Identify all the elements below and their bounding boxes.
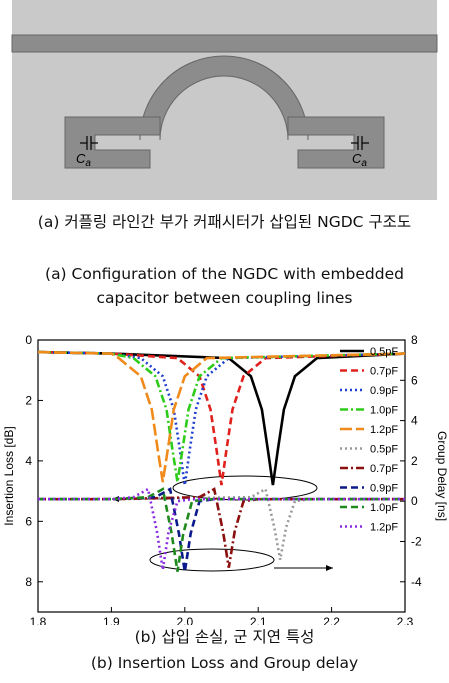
subscript: a [361,158,367,169]
series-line [38,487,405,560]
legend-label: 0.5pF [370,444,398,456]
symbol: C [76,151,86,166]
x-tick-label: 2.3 [397,615,414,625]
x-tick-label: 1.8 [30,615,47,625]
y-tick-label: 6 [25,514,32,528]
y2-tick-label: 8 [411,333,418,347]
y2-tick-label: 0 [411,494,418,508]
series-line [37,350,406,483]
caption-b-en: (b) Insertion Loss and Group delay [90,654,359,672]
left-coupler [64,116,161,169]
legend-label: 0.9pF [370,483,398,495]
structure-diagram: Ca Ca [11,0,438,200]
caption-a-en: (a) Configuration of the NGDC with embed… [45,265,404,307]
y-tick-label: 4 [25,454,32,468]
legend-label: 1.2pF [370,522,398,534]
capacitor-right [351,136,369,150]
plot-frame [37,339,406,613]
y2-tick-label: 2 [411,454,418,468]
symbol: C [352,151,362,166]
legend-label: 0.9pF [370,385,398,397]
y2-tick-label: -2 [411,534,422,548]
right-coupler [287,116,385,169]
arrow-head [326,565,333,571]
series-line [37,350,406,483]
caption-b-ko: (b) 삽입 손실, 군 지연 특성 [134,628,315,646]
legend-label: 0.7pF [370,463,398,475]
main-line [11,34,438,53]
subscript: a [85,158,91,169]
x-tick-label: 2.2 [323,615,340,625]
legend-label: 1.2pF [370,424,398,436]
legend-label: 1.0pF [370,502,398,514]
series-line [38,487,405,568]
capacitor-label: Ca [352,151,367,169]
legend-label: 0.5pF [370,346,398,358]
y2-tick-label: 6 [411,373,418,387]
annotation-ellipse [149,548,275,572]
arch-line [139,55,309,141]
y-axis-label: Insertion Loss [dB] [2,426,16,525]
legend-label: 1.0pF [370,405,398,417]
x-tick-label: 2.1 [250,615,267,625]
y2-tick-label: 4 [411,414,418,428]
series-line [37,350,406,486]
capacitor-left [80,136,98,150]
substrate [12,0,437,200]
y-tick-label: 8 [25,575,32,589]
y2-axis-label: Group Delay [ns] [435,431,449,521]
y-tick-label: 2 [25,393,32,407]
series-line [38,487,405,570]
y-tick-label: 0 [25,333,32,347]
x-tick-label: 1.9 [103,615,120,625]
y2-tick-label: -4 [411,575,422,589]
series-line [37,350,406,486]
chart: 1.81.92.02.12.22.302468-4-202468Frequenc… [2,333,449,625]
capacitor-label: Ca [76,151,91,169]
series-line [37,350,406,486]
caption-a-ko: (a) 커플링 라인간 부가 커패시터가 삽입된 NGDC 구조도 [37,213,412,231]
x-tick-label: 2.0 [176,615,193,625]
legend-label: 0.7pF [370,366,398,378]
